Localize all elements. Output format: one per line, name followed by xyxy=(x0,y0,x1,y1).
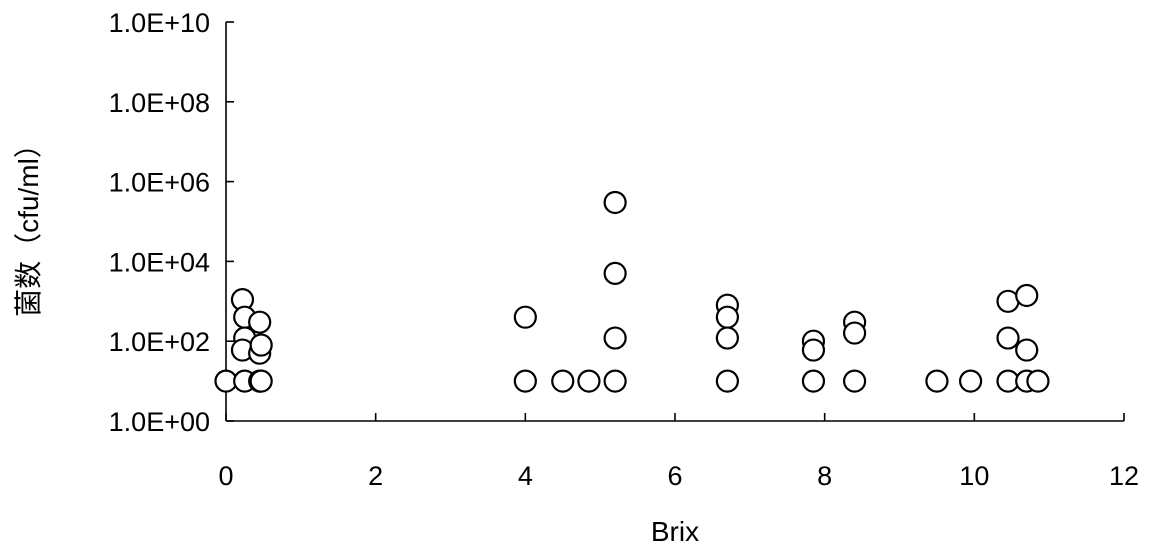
y-axis-title: 菌数（cfu/ml） xyxy=(13,130,44,317)
y-tick-label: 1.0E+00 xyxy=(109,407,210,437)
x-tick-label: 2 xyxy=(368,461,383,491)
data-point xyxy=(603,190,627,215)
data-point xyxy=(801,369,826,393)
data-point xyxy=(1015,338,1039,362)
data-point xyxy=(801,338,826,362)
data-points xyxy=(214,190,1050,393)
data-point xyxy=(958,369,983,393)
data-point xyxy=(513,369,537,393)
x-tick-label: 8 xyxy=(817,461,832,491)
data-point xyxy=(842,369,867,393)
data-point xyxy=(577,369,601,393)
data-point xyxy=(715,326,739,350)
x-tick-label: 6 xyxy=(667,461,682,491)
x-tick-label: 4 xyxy=(518,461,533,491)
data-point xyxy=(1015,283,1039,308)
y-axis-ticks: 1.0E+00 1.0E+02 1.0E+04 1.0E+06 1.0E+08 1.0E+… xyxy=(109,8,234,437)
data-point xyxy=(603,369,627,393)
data-point xyxy=(1026,369,1050,393)
x-tick-label: 12 xyxy=(1109,461,1139,491)
data-point xyxy=(248,310,272,334)
data-point xyxy=(513,305,537,329)
y-tick-label: 1.0E+06 xyxy=(109,168,210,198)
y-tick-label: 1.0E+04 xyxy=(109,247,210,277)
data-point xyxy=(715,369,739,393)
data-point xyxy=(603,326,627,350)
y-tick-label: 1.0E+02 xyxy=(109,327,210,357)
data-point xyxy=(249,369,273,393)
y-tick-label: 1.0E+10 xyxy=(109,8,210,38)
x-axis-ticks: 0 2 4 6 8 10 12 xyxy=(218,413,1139,491)
data-point xyxy=(249,333,273,357)
data-point xyxy=(715,305,739,329)
x-tick-label: 10 xyxy=(959,461,989,491)
x-tick-label: 0 xyxy=(218,461,233,491)
y-tick-label: 1.0E+08 xyxy=(109,88,210,118)
data-point xyxy=(996,326,1020,350)
x-axis-title: Brix xyxy=(651,516,699,547)
data-point xyxy=(551,369,575,393)
data-point xyxy=(603,261,627,286)
data-point xyxy=(842,321,867,345)
data-point xyxy=(925,369,949,393)
